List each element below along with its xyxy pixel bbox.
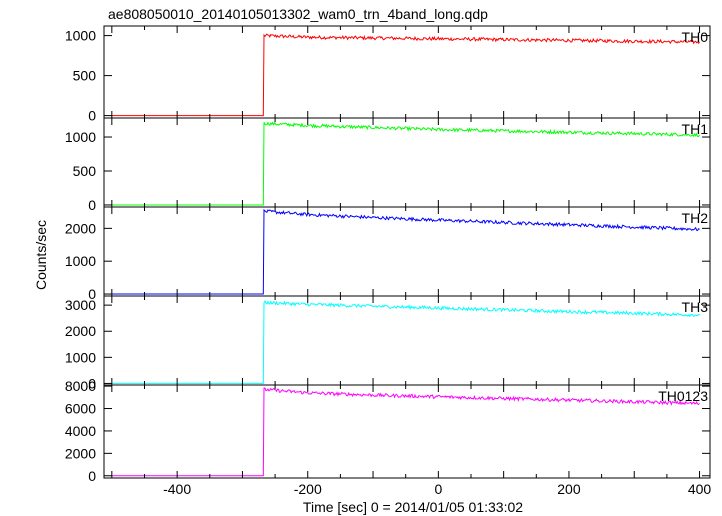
panel-frame — [103, 25, 711, 119]
series-name-label: TH0123 — [658, 388, 708, 404]
y-tick-label: 1000 — [65, 349, 96, 365]
x-tick-label: 200 — [557, 481, 581, 497]
series-line-th1 — [111, 121, 701, 206]
series-line-th2 — [111, 208, 700, 295]
y-tick-label: 0 — [88, 468, 96, 484]
y-tick-label: 1000 — [65, 253, 96, 269]
chart-title: ae808050010_20140105013302_wam0_trn_4ban… — [108, 6, 488, 22]
y-tick-label: 0 — [88, 375, 96, 391]
panel-th3: 0 1000 2000 3000 TH3 — [65, 295, 711, 391]
y-tick-label: 1000 — [65, 129, 96, 145]
series-name-label: TH3 — [682, 299, 709, 315]
y-axis-label: Counts/sec — [33, 220, 49, 290]
x-axis-label: Time [sec] 0 = 2014/01/05 01:33:02 — [303, 499, 523, 515]
panel-th2: 0 1000 2000 TH2 — [65, 206, 711, 302]
y-tick-label: 500 — [73, 163, 97, 179]
panel-th1: 0 500 1000 TH1 — [65, 117, 711, 213]
y-tick-label: 2000 — [65, 220, 96, 236]
x-tick-label: -200 — [294, 481, 322, 497]
y-tick-label: 0 — [88, 197, 96, 213]
series-name-label: TH1 — [682, 121, 709, 137]
series-line-th0 — [111, 33, 700, 117]
x-tick-label: 0 — [434, 481, 442, 497]
y-tick-label: 3000 — [65, 297, 96, 313]
series-line-th0123 — [111, 387, 700, 477]
y-tick-label: 1000 — [65, 28, 96, 44]
panel-th0: 0 500 1000 TH0 — [65, 25, 711, 124]
series-name-label: TH0 — [682, 29, 709, 45]
panel-frame — [103, 384, 711, 479]
y-tick-label: 8000 — [65, 378, 96, 394]
series-name-label: TH2 — [682, 210, 709, 226]
x-tick-label: 400 — [688, 481, 712, 497]
y-tick-label: 2000 — [65, 445, 96, 461]
y-tick-label: 0 — [88, 286, 96, 302]
panel-frame — [103, 117, 711, 208]
y-tick-label: 500 — [73, 68, 97, 84]
y-tick-label: 2000 — [65, 323, 96, 339]
y-tick-label: 0 — [88, 108, 96, 124]
panel-th0123: 0 2000 4000 6000 8000 TH0123 — [65, 378, 711, 484]
series-line-th3 — [111, 299, 700, 384]
y-tick-label: 4000 — [65, 423, 96, 439]
x-tick-label: -400 — [163, 481, 191, 497]
panel-frame — [103, 295, 711, 386]
y-tick-label: 6000 — [65, 401, 96, 417]
